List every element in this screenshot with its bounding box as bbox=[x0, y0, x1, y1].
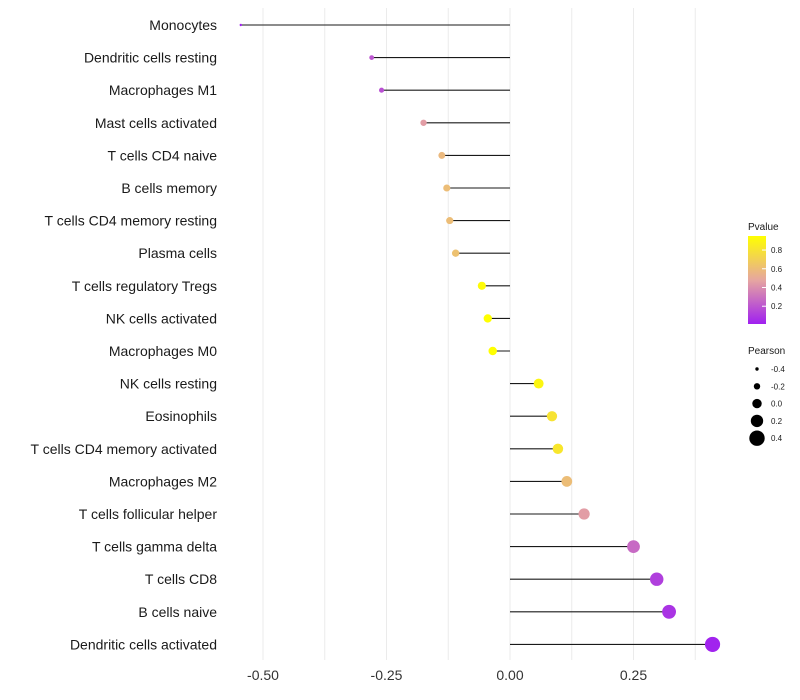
point-eosinophils bbox=[546, 411, 558, 422]
pearson-legend-items: -0.4 -0.2 0.0 0.2 0.4 bbox=[749, 365, 785, 446]
y-label-t-cells-cd4-memory-resting: T cells CD4 memory resting bbox=[45, 213, 217, 229]
point-b-cells-memory bbox=[443, 184, 451, 192]
y-label-t-cells-follicular-helper: T cells follicular helper bbox=[79, 506, 218, 522]
y-label-macrophages-m0: Macrophages M0 bbox=[109, 343, 217, 359]
point-dendritic-cells-activated bbox=[704, 636, 721, 652]
pearson-legend: Pearson -0.4 -0.2 0.0 0.2 0.4 bbox=[748, 346, 785, 446]
pvalue-legend-tick-label: 0.6 bbox=[771, 265, 783, 274]
point-t-cells-cd4-naive bbox=[438, 151, 446, 159]
pearson-legend-label: -0.2 bbox=[771, 382, 785, 391]
y-label-plasma-cells: Plasma cells bbox=[138, 245, 217, 261]
point-t-cells-follicular-helper bbox=[578, 508, 590, 520]
point-t-cells-cd4-memory-resting bbox=[446, 217, 454, 225]
point-t-cells-regulatory-tregs bbox=[477, 281, 486, 290]
pearson-legend-label: 0.4 bbox=[771, 434, 783, 443]
pvalue-legend: Pvalue 0.8 0.6 0.4 0.2 bbox=[748, 222, 783, 324]
y-label-nk-cells-resting: NK cells resting bbox=[120, 376, 217, 392]
y-label-macrophages-m1: Macrophages M1 bbox=[109, 82, 217, 98]
lollipop-stems bbox=[240, 24, 713, 645]
point-t-cells-cd4-memory-activated bbox=[552, 443, 564, 455]
point-nk-cells-resting bbox=[533, 378, 544, 389]
y-label-macrophages-m2: Macrophages M2 bbox=[109, 473, 217, 489]
y-label-eosinophils: Eosinophils bbox=[145, 408, 217, 424]
x-tick-label: 0.00 bbox=[496, 667, 523, 683]
pearson-legend-dot bbox=[749, 430, 765, 446]
pearson-legend-dot bbox=[752, 398, 762, 409]
y-label-dendritic-cells-activated: Dendritic cells activated bbox=[70, 636, 217, 652]
pearson-legend-title: Pearson bbox=[748, 346, 785, 357]
pearson-legend-dot bbox=[753, 383, 761, 390]
y-label-nk-cells-activated: NK cells activated bbox=[106, 310, 217, 326]
y-label-t-cells-cd4-naive: T cells CD4 naive bbox=[108, 147, 218, 163]
y-label-mast-cells-activated: Mast cells activated bbox=[95, 115, 217, 131]
x-tick-label: -0.50 bbox=[247, 667, 279, 683]
point-macrophages-m2 bbox=[561, 476, 573, 487]
y-label-monocytes: Monocytes bbox=[149, 17, 217, 33]
pearson-legend-dot bbox=[750, 414, 764, 428]
pearson-legend-dot bbox=[755, 367, 759, 371]
point-macrophages-m0 bbox=[488, 346, 497, 356]
y-label-b-cells-naive: B cells naive bbox=[138, 604, 217, 620]
x-tick-label: -0.25 bbox=[371, 667, 403, 683]
pearson-legend-label: 0.2 bbox=[771, 417, 783, 426]
pvalue-legend-tick-label: 0.2 bbox=[771, 302, 783, 311]
point-t-cells-cd8 bbox=[649, 572, 664, 586]
pearson-legend-label: 0.0 bbox=[771, 400, 783, 409]
pvalue-colorbar bbox=[748, 236, 766, 324]
point-b-cells-naive bbox=[662, 604, 676, 619]
pvalue-legend-tick-label: 0.4 bbox=[771, 283, 783, 292]
point-dendritic-cells-resting bbox=[369, 55, 375, 60]
point-nk-cells-activated bbox=[483, 314, 492, 323]
pvalue-legend-ticks: 0.8 0.6 0.4 0.2 bbox=[762, 246, 783, 311]
point-macrophages-m1 bbox=[379, 87, 385, 93]
point-plasma-cells bbox=[451, 249, 460, 257]
point-mast-cells-activated bbox=[420, 119, 427, 126]
y-label-t-cells-cd4-memory-activated: T cells CD4 memory activated bbox=[31, 441, 217, 457]
y-label-dendritic-cells-resting: Dendritic cells resting bbox=[84, 50, 217, 66]
grid-lines bbox=[262, 8, 696, 660]
point-monocytes bbox=[239, 23, 242, 27]
lollipop-points bbox=[239, 23, 721, 652]
y-axis-labels: Monocytes Dendritic cells resting Macropha… bbox=[31, 17, 218, 652]
x-tick-label: 0.25 bbox=[620, 667, 647, 683]
x-axis-tick-labels: -0.50 -0.25 0.00 0.25 bbox=[247, 667, 647, 683]
pvalue-legend-tick-label: 0.8 bbox=[771, 246, 783, 255]
y-label-t-cells-gamma-delta: T cells gamma delta bbox=[92, 539, 217, 555]
y-label-t-cells-cd8: T cells CD8 bbox=[145, 571, 217, 587]
pvalue-legend-title: Pvalue bbox=[748, 222, 779, 233]
pearson-legend-label: -0.4 bbox=[771, 365, 785, 374]
y-label-b-cells-memory: B cells memory bbox=[121, 180, 217, 196]
y-label-t-cells-regulatory-tregs: T cells regulatory Tregs bbox=[72, 278, 217, 294]
point-t-cells-gamma-delta bbox=[627, 540, 640, 553]
